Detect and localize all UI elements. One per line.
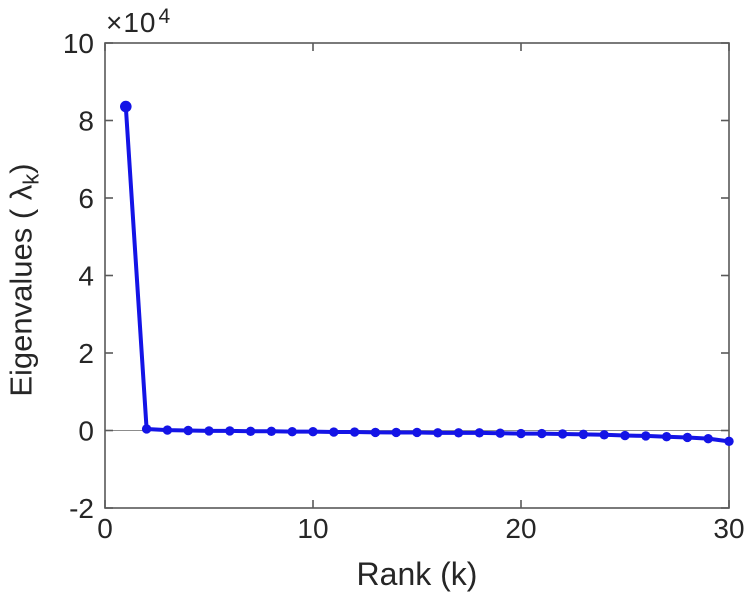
x-tick-label: 0 — [97, 513, 113, 544]
data-point-marker — [349, 427, 360, 437]
y-axis-label-subscript: k — [18, 173, 44, 185]
data-point-marker — [682, 432, 693, 443]
y-tick-label: 0 — [78, 416, 94, 447]
data-point-marker — [412, 427, 422, 438]
data-point-marker — [495, 428, 505, 438]
data-point-marker — [599, 430, 609, 440]
data-point-marker — [308, 426, 318, 437]
data-point-marker — [537, 428, 547, 439]
data-point-marker — [329, 427, 339, 437]
data-point-marker — [724, 436, 734, 447]
data-point-marker — [162, 425, 173, 435]
data-point-marker — [433, 428, 443, 438]
data-point-marker — [266, 426, 277, 436]
y-axis-exponent-base: ×10 — [106, 7, 157, 38]
x-axis-label: Rank (k) — [356, 556, 478, 592]
data-point-marker — [661, 432, 672, 442]
y-tick-label: -2 — [69, 493, 94, 524]
y-tick-label: 10 — [63, 28, 94, 59]
x-tick-label: 20 — [505, 513, 536, 544]
data-point-marker — [453, 428, 464, 438]
data-point-marker — [245, 426, 256, 436]
data-point-marker — [641, 431, 651, 441]
x-tick-label: 30 — [713, 513, 744, 544]
y-axis-label-close: ) — [3, 163, 39, 174]
y-tick-label: 2 — [78, 338, 94, 369]
data-point-marker — [204, 426, 214, 436]
data-point-marker — [578, 429, 589, 440]
data-point-marker — [183, 425, 193, 436]
y-axis-exponent-power: 4 — [158, 5, 171, 28]
y-axis-exponent-label: ×104 — [106, 5, 170, 39]
plot-frame — [104, 42, 730, 509]
data-point-marker — [287, 426, 297, 437]
x-tick-label: 10 — [297, 513, 328, 544]
y-tick-label: 8 — [78, 106, 94, 137]
data-point-marker — [474, 428, 485, 438]
eigenvalue-line — [123, 104, 731, 444]
data-point-marker — [620, 430, 630, 441]
y-axis-label-text: Eigenvalues ( λ — [3, 184, 39, 397]
data-point-marker — [370, 427, 381, 438]
data-point-marker — [141, 424, 152, 434]
y-tick-label: 4 — [78, 261, 94, 292]
data-point-marker — [391, 427, 401, 438]
y-tick-label: 6 — [78, 183, 94, 214]
data-point-marker — [120, 100, 132, 113]
data-point-marker — [557, 429, 568, 439]
data-point-marker — [225, 426, 235, 436]
data-point-marker — [516, 428, 526, 439]
y-axis-label: Eigenvalues ( λk) — [4, 163, 45, 396]
data-point-marker — [703, 433, 713, 444]
